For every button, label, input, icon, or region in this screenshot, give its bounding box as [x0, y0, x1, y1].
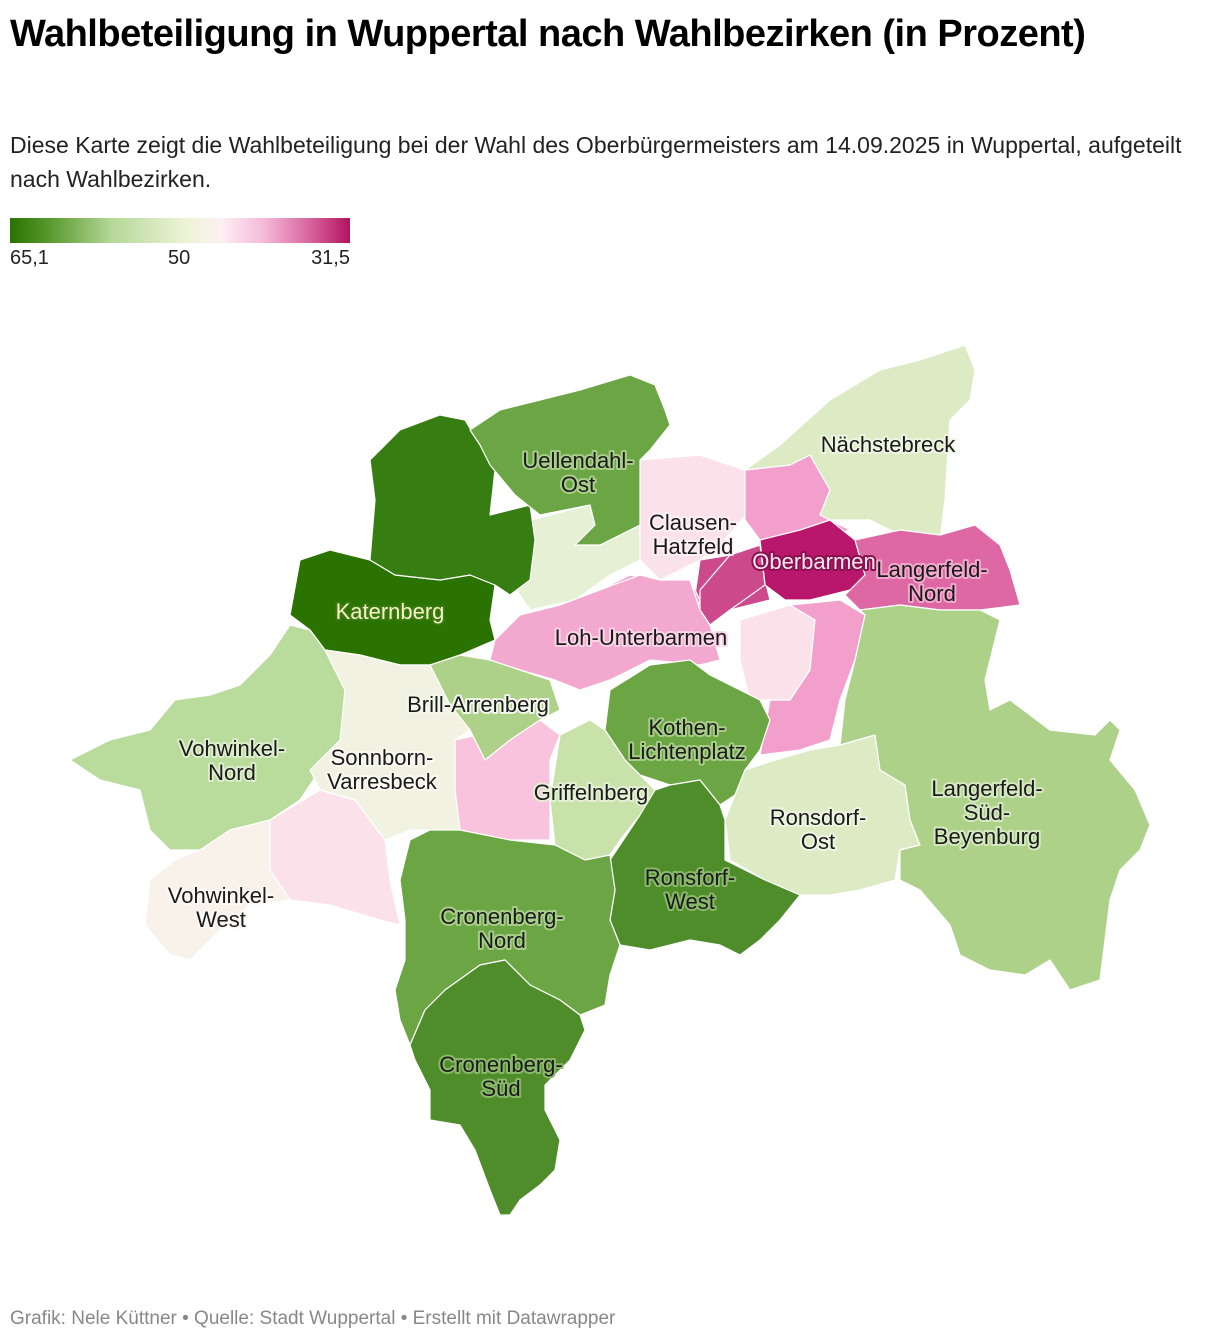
footer-credit: Grafik: Nele Küttner • Quelle: Stadt Wup… — [10, 1308, 616, 1329]
legend-max-label: 31,5 — [311, 247, 350, 269]
label-loh-unterbarmen: Loh-Unterbarmen — [555, 625, 727, 650]
district-naechstebreck[interactable] — [744, 344, 976, 541]
label-vohwinkel-west: Vohwinkel-West — [168, 883, 274, 932]
label-brill-arrenberg: Brill-Arrenberg — [407, 692, 549, 717]
label-cronenberg-sued: Cronenberg-Süd — [439, 1052, 563, 1101]
choropleth-map: Katernberg Uellendahl-Ost Nächstebreck C… — [0, 300, 1220, 1260]
district-loh-unterbarmen[interactable] — [489, 574, 721, 691]
legend-mid-label: 50 — [168, 247, 191, 269]
label-ronsdorf-ost: Ronsdorf-Ost — [770, 805, 867, 854]
label-langerfeld-sued-beyenburg: Langerfeld-Süd-Beyenburg — [931, 776, 1042, 849]
district-uellendahl-ost[interactable] — [469, 374, 671, 546]
chart-title: Wahlbeteiligung in Wuppertal nach Wahlbe… — [10, 13, 1086, 55]
label-griffelnberg: Griffelnberg — [534, 780, 649, 805]
label-ronsdorf-west: Ronsforf-West — [645, 865, 735, 914]
legend-gradient-bar — [10, 218, 350, 243]
district-vohwinkel-west[interactable] — [144, 819, 291, 961]
label-uellendahl-ost: Uellendahl-Ost — [522, 448, 633, 497]
label-oberbarmen: Oberbarmen — [752, 549, 876, 574]
label-sonnborn-varresbeck: Sonnborn-Varresbeck — [327, 745, 438, 794]
district-cronenberg-sued[interactable] — [409, 959, 586, 1216]
color-legend: 65,1 50 31,5 — [10, 218, 350, 273]
label-clausen-hatzfeld: Clausen-Hatzfeld — [649, 510, 737, 559]
chart-subtitle: Diese Karte zeigt die Wahlbeteiligung be… — [10, 132, 1182, 192]
district-langerfeld-sued-beyenburg[interactable] — [839, 604, 1151, 991]
label-naechstebreck: Nächstebreck — [821, 432, 957, 457]
legend-labels: 65,1 50 31,5 — [10, 247, 350, 273]
label-vohwinkel-nord: Vohwinkel-Nord — [179, 736, 285, 785]
legend-min-label: 65,1 — [10, 247, 49, 269]
label-langerfeld-nord: Langerfeld-Nord — [876, 557, 987, 606]
district-oberbarmen-west[interactable] — [699, 544, 766, 626]
label-katernberg: Katernberg — [336, 599, 445, 624]
label-kothen-lichtenplatz: Kothen-Lichtenplatz — [628, 715, 745, 764]
district-labels: Katernberg Uellendahl-Ost Nächstebreck C… — [166, 430, 1045, 1103]
label-cronenberg-nord: Cronenberg-Nord — [440, 904, 564, 953]
district-katernberg-north[interactable] — [369, 414, 536, 596]
